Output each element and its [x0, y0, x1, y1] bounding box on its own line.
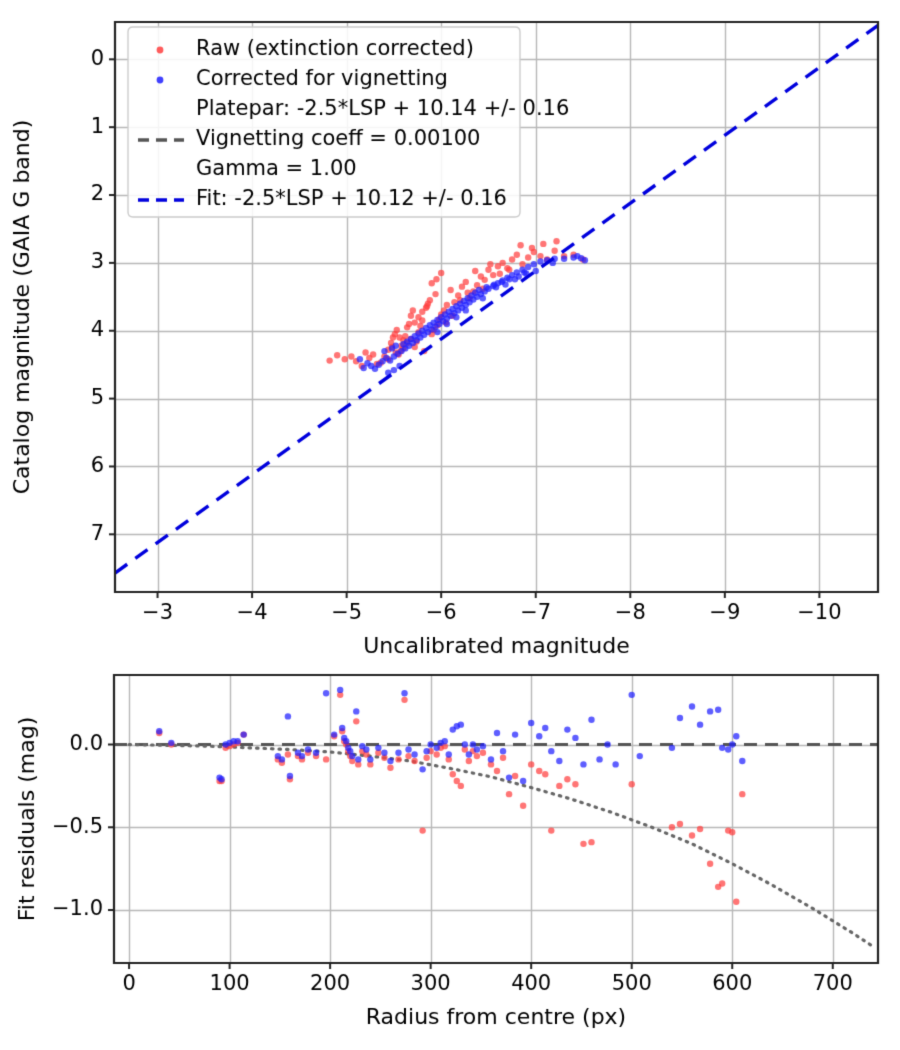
figure-canvas-container: Catalog magnitude (GAIA G band) Uncalibr… — [0, 0, 900, 1050]
photometry-figure — [0, 0, 900, 1050]
